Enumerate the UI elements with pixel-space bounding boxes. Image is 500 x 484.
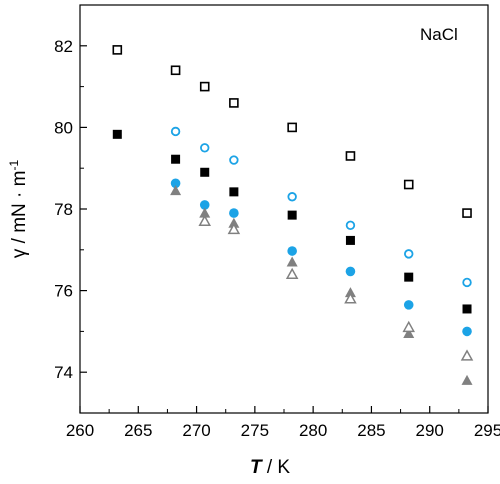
y-axis-label: γ / mN · m	[9, 171, 30, 259]
x-tick-label: 295	[474, 421, 500, 440]
marker-square-open	[170, 65, 181, 76]
y-tick-label: 82	[54, 37, 73, 56]
y-tick-label: 80	[54, 118, 73, 137]
y-tick-label: 78	[54, 200, 73, 219]
marker-square-open	[287, 122, 297, 133]
marker-triangle-filled	[286, 256, 298, 267]
marker-triangle-open	[344, 292, 357, 304]
marker-circle-filled	[403, 300, 414, 310]
x-tick-label: 270	[182, 421, 210, 440]
marker-circle-filled	[199, 200, 210, 210]
x-axis-variable: T	[250, 457, 263, 478]
x-axis-unit: / K	[262, 457, 291, 478]
marker-square-open	[462, 208, 472, 218]
marker-square-filled	[404, 272, 414, 282]
marker-triangle-filled	[344, 287, 356, 298]
x-axis-title: T / K	[250, 457, 290, 478]
x-tick-label: 275	[241, 421, 269, 440]
marker-square-filled	[229, 187, 239, 197]
x-tick-label: 290	[416, 421, 444, 440]
y-tick-label: 74	[54, 363, 73, 382]
marker-circle-open	[345, 220, 356, 231]
marker-circle-filled	[229, 208, 239, 218]
marker-square-filled	[171, 154, 181, 164]
marker-triangle-open	[285, 267, 299, 280]
x-tick-label: 280	[299, 421, 327, 440]
marker-square-open	[112, 45, 123, 55]
marker-triangle-filled	[170, 185, 182, 196]
marker-square-open	[229, 98, 239, 108]
marker-circle-filled	[170, 178, 181, 189]
y-tick-label: 76	[54, 282, 73, 301]
marker-square-filled	[345, 235, 355, 245]
marker-triangle-open	[402, 320, 416, 333]
nacl-annotation: NaCl	[420, 25, 458, 44]
marker-square-open	[403, 179, 414, 190]
marker-square-filled	[112, 129, 122, 139]
axis-ticks: 260 265 270 275 280 285 290 295 74 76 78 80 82	[54, 37, 500, 440]
marker-square-filled	[287, 210, 297, 220]
marker-circle-open	[170, 126, 181, 137]
marker-circle-open	[462, 277, 472, 288]
x-tick-label: 285	[357, 421, 385, 440]
marker-circle-open	[404, 249, 414, 259]
marker-triangle-open	[198, 214, 212, 226]
marker-circle-open	[287, 192, 297, 202]
marker-circle-open	[200, 143, 210, 153]
marker-circle-filled	[345, 266, 356, 277]
y-axis-exponent: -1	[7, 160, 21, 171]
marker-square-open	[199, 81, 210, 92]
x-tick-label: 260	[66, 421, 94, 440]
marker-square-filled	[200, 167, 210, 177]
marker-triangle-open	[460, 349, 474, 361]
marker-circle-filled	[287, 246, 297, 256]
x-tick-label: 265	[124, 421, 152, 440]
marker-square-filled	[462, 304, 472, 314]
marker-triangle-filled	[199, 207, 211, 218]
data-markers	[112, 45, 474, 385]
y-axis-title: γ / mN · m-1	[7, 160, 30, 259]
marker-triangle-filled	[228, 217, 240, 228]
marker-triangle-open	[227, 222, 241, 235]
marker-circle-filled	[462, 326, 472, 337]
marker-triangle-filled	[461, 374, 473, 385]
marker-square-open	[345, 151, 356, 161]
marker-circle-open	[229, 155, 239, 165]
plot-frame	[79, 4, 489, 414]
marker-triangle-filled	[403, 327, 415, 338]
